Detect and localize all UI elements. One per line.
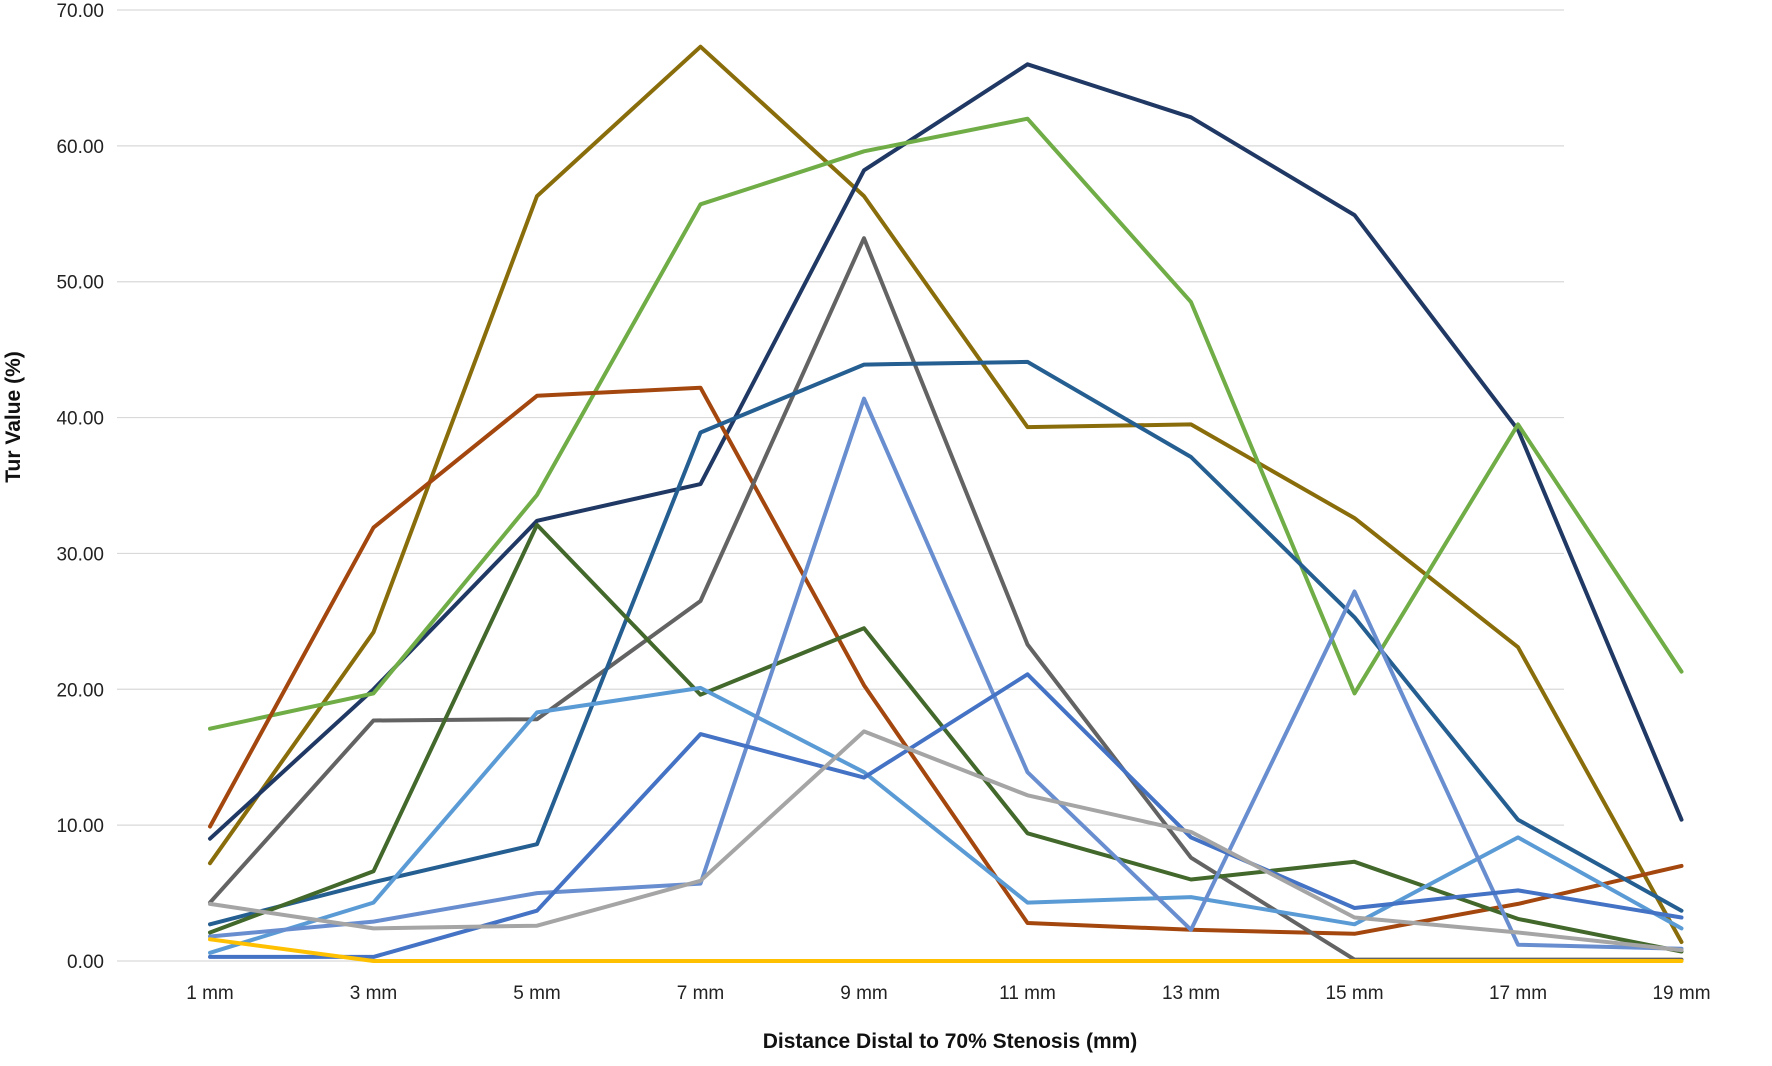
- gridlines: [117, 9, 1564, 962]
- series-line-11: [208, 729, 1684, 953]
- y-tick-label: 70.00: [56, 1, 104, 22]
- x-tick-label: 3 mm: [350, 983, 398, 1004]
- x-tick-label: 13 mm: [1162, 983, 1220, 1004]
- series-line-5: [208, 236, 1684, 962]
- series-line-7: [208, 522, 1684, 954]
- y-tick-label: 20.00: [56, 680, 104, 701]
- x-tick-label: 9 mm: [840, 983, 888, 1004]
- x-tick-label: 11 mm: [999, 983, 1056, 1004]
- series-line-10: [208, 672, 1684, 959]
- series-line-2: [208, 62, 1684, 841]
- x-tick-label: 7 mm: [677, 983, 725, 1004]
- series-line-9: [208, 396, 1684, 951]
- y-axis-ticks: 0.00 10.00 20.00 30.00 40.00 50.00 60.00 70.00: [56, 1, 104, 973]
- series-line-6: [208, 359, 1684, 927]
- y-tick-label: 50.00: [56, 273, 104, 294]
- y-tick-label: 40.00: [56, 409, 104, 430]
- series-line-4: [208, 385, 1684, 936]
- x-axis-ticks: 1 mm 3 mm 5 mm 7 mm 9 mm 11 mm 13 mm 15 mm 17 mm…: [186, 983, 1710, 1004]
- x-tick-label: 17 mm: [1489, 983, 1547, 1004]
- y-tick-label: 60.00: [56, 137, 104, 158]
- x-axis-title: Distance Distal to 70% Stenosis (mm): [763, 1030, 1138, 1053]
- series-lines: [208, 44, 1684, 963]
- x-tick-label: 15 mm: [1325, 983, 1383, 1004]
- y-tick-label: 0.00: [67, 952, 104, 973]
- series-line-1: [208, 44, 1684, 944]
- x-tick-label: 19 mm: [1652, 983, 1710, 1004]
- series-line-12: [208, 937, 1684, 963]
- y-tick-label: 10.00: [56, 816, 104, 837]
- x-tick-label: 5 mm: [513, 983, 561, 1004]
- series-line-3: [208, 116, 1684, 731]
- y-tick-label: 30.00: [56, 544, 104, 565]
- y-axis-title: Tur Value (%): [2, 351, 25, 482]
- x-tick-label: 1 mm: [186, 983, 234, 1004]
- series-line-8: [208, 685, 1684, 955]
